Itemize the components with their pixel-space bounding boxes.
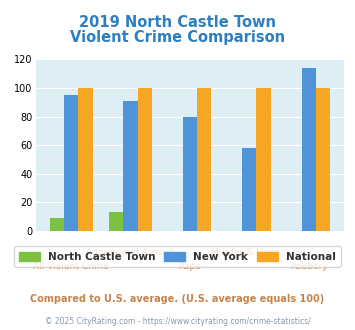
Text: All Violent Crime: All Violent Crime <box>33 262 109 271</box>
Text: Violent Crime Comparison: Violent Crime Comparison <box>70 30 285 45</box>
Bar <box>138 88 152 231</box>
Bar <box>183 116 197 231</box>
Text: Compared to U.S. average. (U.S. average equals 100): Compared to U.S. average. (U.S. average … <box>31 294 324 304</box>
Bar <box>242 148 256 231</box>
Text: 2019 North Castle Town: 2019 North Castle Town <box>79 15 276 30</box>
Bar <box>78 88 93 231</box>
Text: Robbery: Robbery <box>290 262 328 271</box>
Bar <box>50 218 64 231</box>
Bar <box>64 95 78 231</box>
Legend: North Castle Town, New York, National: North Castle Town, New York, National <box>14 247 341 267</box>
Text: © 2025 CityRating.com - https://www.cityrating.com/crime-statistics/: © 2025 CityRating.com - https://www.city… <box>45 317 310 326</box>
Bar <box>316 88 330 231</box>
Bar <box>256 88 271 231</box>
Bar <box>197 88 211 231</box>
Text: Rape: Rape <box>179 262 201 271</box>
Bar <box>124 101 138 231</box>
Bar <box>302 68 316 231</box>
Text: Aggravated Assault: Aggravated Assault <box>86 248 175 257</box>
Text: Murder & Mans...: Murder & Mans... <box>211 248 288 257</box>
Bar <box>109 213 124 231</box>
